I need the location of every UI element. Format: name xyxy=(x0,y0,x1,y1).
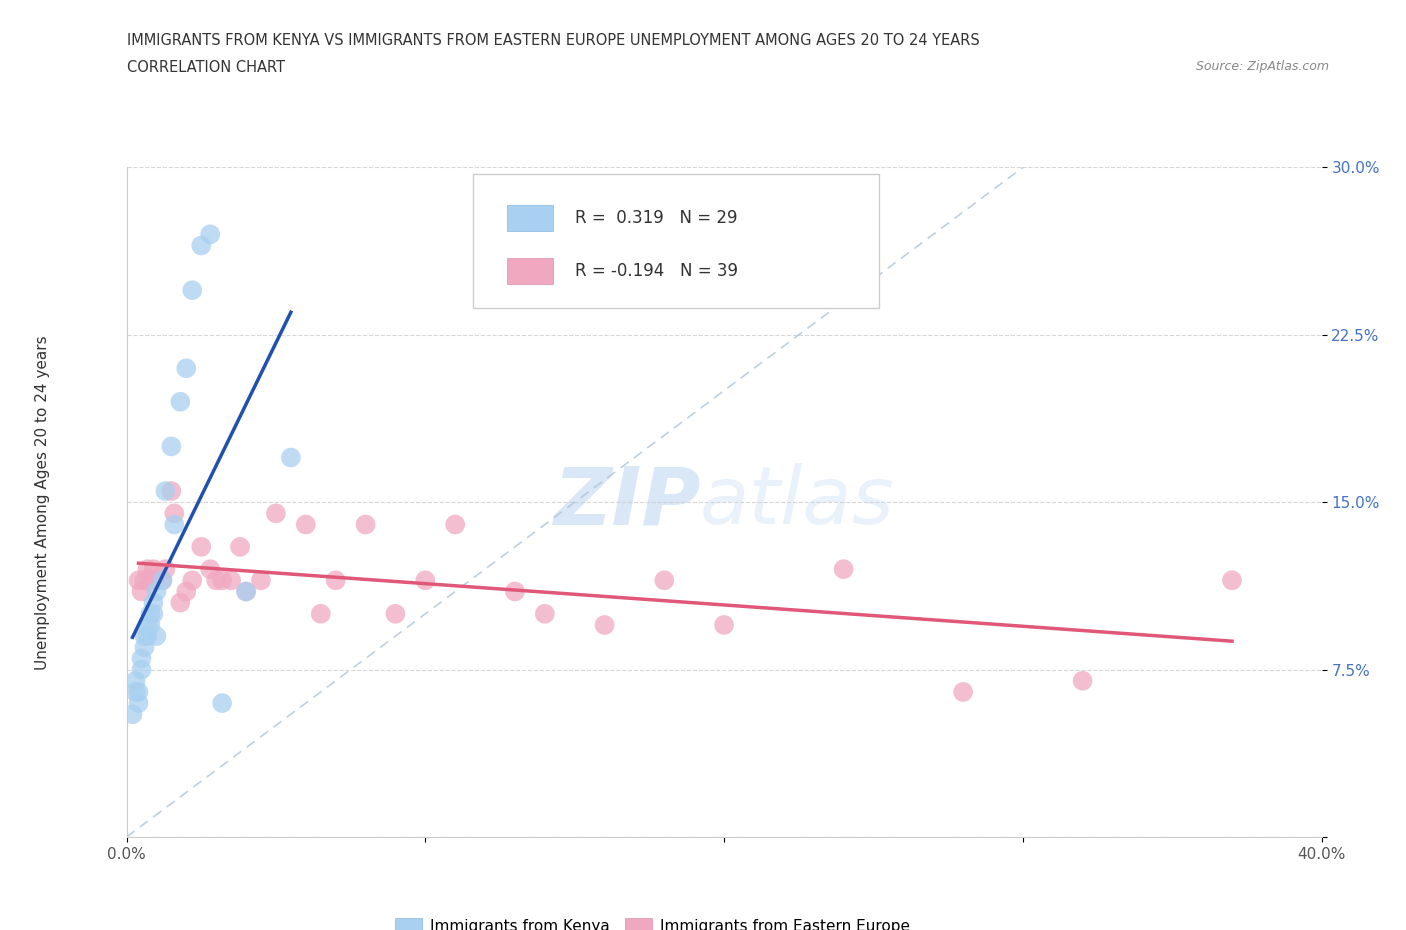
Point xyxy=(309,606,332,621)
Point xyxy=(384,606,406,621)
Point xyxy=(136,629,159,644)
Legend: Immigrants from Kenya, Immigrants from Eastern Europe: Immigrants from Kenya, Immigrants from E… xyxy=(388,911,917,930)
Point xyxy=(181,573,204,588)
Point xyxy=(134,629,156,644)
Point xyxy=(325,573,347,588)
Point xyxy=(229,539,252,554)
Point xyxy=(415,573,437,588)
Point xyxy=(142,606,165,621)
Point xyxy=(152,573,174,588)
Point xyxy=(219,573,242,588)
FancyBboxPatch shape xyxy=(506,205,553,231)
Point xyxy=(124,684,146,699)
Point xyxy=(200,562,222,577)
Point xyxy=(127,684,149,699)
Point xyxy=(155,484,177,498)
Point xyxy=(131,584,153,599)
Point xyxy=(174,584,197,599)
Point xyxy=(163,517,186,532)
Text: Source: ZipAtlas.com: Source: ZipAtlas.com xyxy=(1195,60,1329,73)
Point xyxy=(163,506,186,521)
Point xyxy=(503,584,526,599)
Point xyxy=(444,517,467,532)
Point xyxy=(139,606,162,621)
Point xyxy=(139,573,162,588)
Point xyxy=(160,484,183,498)
Point xyxy=(121,707,143,722)
FancyBboxPatch shape xyxy=(472,174,880,308)
Point xyxy=(160,439,183,454)
Point xyxy=(134,640,156,655)
Point xyxy=(593,618,616,632)
Text: R =  0.319   N = 29: R = 0.319 N = 29 xyxy=(575,208,737,227)
Point xyxy=(124,673,146,688)
Point xyxy=(145,629,167,644)
Text: R = -0.194   N = 39: R = -0.194 N = 39 xyxy=(575,262,738,280)
Point xyxy=(211,573,233,588)
Point xyxy=(142,595,165,610)
Point xyxy=(1220,573,1243,588)
Point xyxy=(264,506,287,521)
Point xyxy=(205,573,228,588)
Text: ZIP: ZIP xyxy=(553,463,700,541)
Point xyxy=(142,562,165,577)
Text: IMMIGRANTS FROM KENYA VS IMMIGRANTS FROM EASTERN EUROPE UNEMPLOYMENT AMONG AGES : IMMIGRANTS FROM KENYA VS IMMIGRANTS FROM… xyxy=(127,33,980,47)
Point xyxy=(713,618,735,632)
Point xyxy=(534,606,557,621)
Point xyxy=(280,450,302,465)
Point xyxy=(134,573,156,588)
Point xyxy=(952,684,974,699)
Point xyxy=(145,584,167,599)
Point xyxy=(652,573,675,588)
Point xyxy=(145,573,167,588)
Point xyxy=(235,584,257,599)
Point xyxy=(235,584,257,599)
Text: CORRELATION CHART: CORRELATION CHART xyxy=(127,60,284,75)
Point xyxy=(127,696,149,711)
Point xyxy=(181,283,204,298)
Point xyxy=(131,662,153,677)
Point xyxy=(190,539,212,554)
Point xyxy=(294,517,316,532)
Point xyxy=(354,517,377,532)
Point xyxy=(190,238,212,253)
Point xyxy=(174,361,197,376)
FancyBboxPatch shape xyxy=(506,259,553,285)
Point xyxy=(152,573,174,588)
Point xyxy=(136,618,159,632)
Point xyxy=(136,562,159,577)
Point xyxy=(200,227,222,242)
Point xyxy=(169,394,191,409)
Text: atlas: atlas xyxy=(700,463,896,541)
Point xyxy=(1071,673,1094,688)
Point xyxy=(169,595,191,610)
Point xyxy=(131,651,153,666)
Point xyxy=(250,573,273,588)
Point xyxy=(127,573,149,588)
Point xyxy=(155,562,177,577)
Point xyxy=(211,696,233,711)
Point xyxy=(832,562,855,577)
Text: Unemployment Among Ages 20 to 24 years: Unemployment Among Ages 20 to 24 years xyxy=(35,335,49,670)
Point xyxy=(139,618,162,632)
